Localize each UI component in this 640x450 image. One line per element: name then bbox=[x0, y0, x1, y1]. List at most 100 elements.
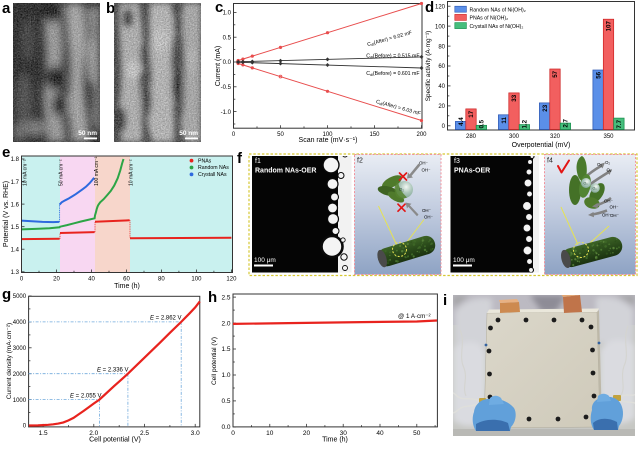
svg-text:1.3: 1.3 bbox=[11, 270, 20, 276]
svg-text:f1: f1 bbox=[255, 158, 261, 165]
svg-text:100 mA cm⁻²: 100 mA cm⁻² bbox=[94, 156, 100, 186]
svg-text:11: 11 bbox=[501, 117, 508, 124]
svg-text:10 mA cm⁻²: 10 mA cm⁻² bbox=[129, 159, 135, 186]
svg-text:1.6: 1.6 bbox=[11, 202, 20, 208]
svg-text:0.5: 0.5 bbox=[221, 398, 230, 405]
svg-text:PNAs of Ni(OH)₂: PNAs of Ni(OH)₂ bbox=[470, 16, 509, 22]
svg-text:O₂: O₂ bbox=[597, 162, 602, 167]
svg-text:0: 0 bbox=[20, 277, 24, 283]
svg-text:i: i bbox=[443, 292, 447, 309]
svg-text:Scan rate (mV·s⁻¹): Scan rate (mV·s⁻¹) bbox=[299, 137, 358, 144]
svg-text:2.7: 2.7 bbox=[563, 118, 570, 127]
svg-text:80: 80 bbox=[438, 44, 445, 50]
svg-text:50: 50 bbox=[277, 132, 284, 138]
svg-text:57: 57 bbox=[552, 70, 559, 77]
svg-text:2000: 2000 bbox=[13, 372, 27, 378]
svg-text:2.5: 2.5 bbox=[140, 430, 149, 437]
svg-text:Specific activity (A·mg⁻¹): Specific activity (A·mg⁻¹) bbox=[425, 31, 432, 101]
svg-text:OH⁻: OH⁻ bbox=[604, 199, 613, 204]
svg-text:150: 150 bbox=[369, 132, 380, 138]
svg-text:Random NAs: Random NAs bbox=[198, 165, 229, 171]
svg-text:E = 2.862 V: E = 2.862 V bbox=[150, 316, 182, 322]
svg-text:200: 200 bbox=[416, 132, 427, 138]
svg-text:1.0: 1.0 bbox=[223, 11, 232, 17]
svg-text:107: 107 bbox=[606, 21, 613, 32]
svg-text:120: 120 bbox=[435, 4, 446, 10]
svg-text:0.0: 0.0 bbox=[221, 424, 230, 431]
svg-text:40: 40 bbox=[88, 277, 95, 283]
svg-text:1.5: 1.5 bbox=[11, 225, 20, 231]
svg-text:f4: f4 bbox=[547, 158, 553, 165]
svg-text:50 mA cm⁻²: 50 mA cm⁻² bbox=[59, 159, 65, 186]
svg-text:e: e bbox=[2, 144, 10, 161]
svg-text:OH⁻: OH⁻ bbox=[602, 213, 611, 218]
svg-text:Cell potential (V): Cell potential (V) bbox=[89, 437, 141, 444]
svg-text:Current (mA): Current (mA) bbox=[215, 46, 222, 86]
svg-text:80: 80 bbox=[158, 277, 165, 283]
svg-text:4000: 4000 bbox=[13, 320, 27, 326]
svg-text:Current density (mA·cm⁻²): Current density (mA·cm⁻²) bbox=[6, 323, 13, 399]
svg-text:100 μm: 100 μm bbox=[453, 257, 475, 264]
svg-text:OH⁻: OH⁻ bbox=[610, 213, 619, 218]
svg-text:Cdl(Before) = 0.601 mF: Cdl(Before) = 0.601 mF bbox=[366, 71, 419, 77]
svg-text:0: 0 bbox=[231, 430, 235, 437]
svg-text:Crystall NAs of Ni(OH)₂: Crystall NAs of Ni(OH)₂ bbox=[470, 24, 524, 30]
svg-text:f3: f3 bbox=[454, 158, 460, 165]
svg-text:4.4: 4.4 bbox=[458, 117, 465, 126]
svg-text:56: 56 bbox=[595, 71, 602, 78]
svg-text:Potential (V vs. RHE): Potential (V vs. RHE) bbox=[3, 181, 10, 247]
svg-text:3000: 3000 bbox=[13, 346, 27, 352]
svg-text:33: 33 bbox=[511, 94, 518, 101]
svg-text:E = 2.336 V: E = 2.336 V bbox=[97, 368, 129, 374]
svg-text:2.0: 2.0 bbox=[89, 430, 98, 437]
svg-text:g: g bbox=[2, 286, 11, 303]
svg-text:O₂: O₂ bbox=[593, 187, 598, 191]
svg-text:PNAs-OER: PNAs-OER bbox=[454, 168, 490, 175]
svg-text:PNAs: PNAs bbox=[198, 158, 212, 164]
svg-text:Cell potential (V): Cell potential (V) bbox=[211, 337, 218, 385]
svg-text:100: 100 bbox=[191, 277, 202, 283]
svg-text:120: 120 bbox=[226, 277, 237, 283]
svg-text:60: 60 bbox=[438, 64, 445, 70]
svg-text:0.5: 0.5 bbox=[479, 119, 486, 128]
svg-text:Random NAs-OER: Random NAs-OER bbox=[255, 168, 316, 175]
svg-text:@ 1 A·cm⁻²: @ 1 A·cm⁻² bbox=[398, 313, 431, 320]
svg-text:O₂: O₂ bbox=[607, 168, 612, 173]
svg-text:350: 350 bbox=[603, 134, 614, 140]
svg-text:2.5: 2.5 bbox=[221, 294, 230, 301]
svg-text:40: 40 bbox=[438, 84, 445, 90]
svg-text:1.5: 1.5 bbox=[221, 346, 230, 353]
svg-text:Cdl(Before) = 0.515 mF: Cdl(Before) = 0.515 mF bbox=[366, 54, 419, 60]
svg-text:O₂: O₂ bbox=[605, 160, 610, 165]
svg-text:b: b bbox=[106, 0, 115, 17]
svg-text:50 nm: 50 nm bbox=[179, 130, 198, 137]
svg-text:d: d bbox=[425, 0, 434, 16]
svg-text:1.0: 1.0 bbox=[221, 372, 230, 379]
svg-text:0.5: 0.5 bbox=[223, 35, 232, 41]
svg-text:f: f bbox=[237, 150, 243, 167]
svg-text:2.0: 2.0 bbox=[221, 320, 230, 327]
svg-text:0: 0 bbox=[23, 424, 27, 430]
svg-text:-1.0: -1.0 bbox=[221, 110, 232, 116]
svg-text:E = 2.055 V: E = 2.055 V bbox=[70, 394, 102, 400]
svg-text:O₂: O₂ bbox=[584, 182, 589, 186]
svg-text:20: 20 bbox=[303, 430, 311, 437]
svg-text:O₂: O₂ bbox=[399, 187, 404, 192]
svg-text:Time (h): Time (h) bbox=[114, 283, 140, 290]
svg-text:OH⁻: OH⁻ bbox=[424, 215, 433, 220]
svg-text:OH⁻: OH⁻ bbox=[422, 208, 431, 213]
svg-text:Overpotential (mV): Overpotential (mV) bbox=[512, 142, 571, 149]
svg-text:20: 20 bbox=[53, 277, 60, 283]
svg-text:-0.5: -0.5 bbox=[221, 85, 232, 91]
svg-text:40: 40 bbox=[376, 430, 384, 437]
svg-text:h: h bbox=[208, 289, 217, 306]
svg-text:0.0: 0.0 bbox=[223, 60, 232, 66]
svg-text:100 μm: 100 μm bbox=[254, 257, 276, 264]
svg-text:10: 10 bbox=[266, 430, 274, 437]
svg-text:OH⁻: OH⁻ bbox=[422, 168, 431, 173]
svg-text:1.7: 1.7 bbox=[11, 180, 20, 186]
svg-text:23: 23 bbox=[542, 104, 549, 111]
svg-text:Cdl(After) = 6.02 mF: Cdl(After) = 6.02 mF bbox=[367, 30, 413, 48]
svg-text:50: 50 bbox=[413, 430, 421, 437]
svg-text:10 mA cm⁻²: 10 mA cm⁻² bbox=[23, 159, 29, 186]
